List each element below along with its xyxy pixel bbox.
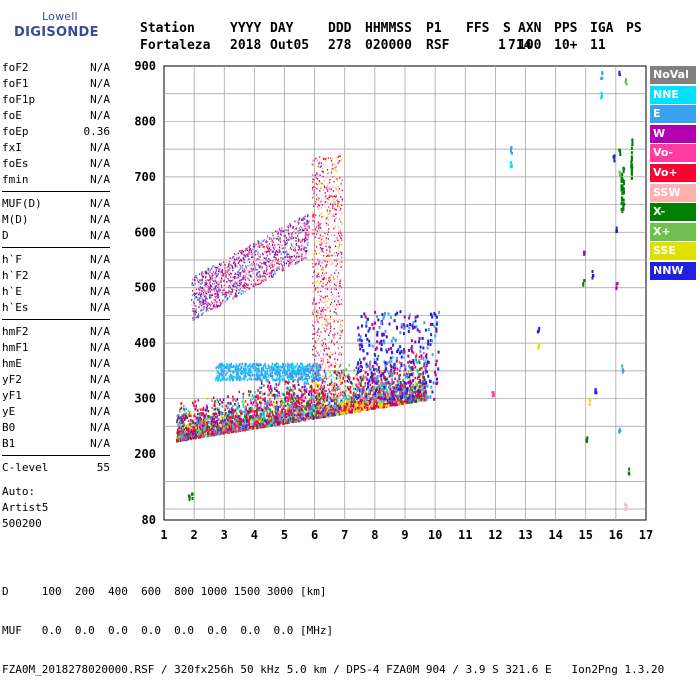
y-tick-label: 300 [134,392,156,406]
legend-item: Vo- [650,144,696,162]
x-tick-label: 7 [341,528,348,542]
x-tick-label: 9 [401,528,408,542]
x-tick-label: 16 [609,528,623,542]
muf-row: MUF 0.0 0.0 0.0 0.0 0.0 0.0 0.0 0.0 [MHz… [2,624,664,637]
legend-item: NNW [650,262,696,280]
y-tick-label: 200 [134,447,156,461]
y-tick-label: 600 [134,225,156,239]
y-tick-label: 500 [134,281,156,295]
y-tick-label: 900 [134,59,156,73]
x-tick-label: 8 [371,528,378,542]
legend-item: SSE [650,242,696,260]
y-tick-label: 800 [134,114,156,128]
x-tick-label: 10 [428,528,442,542]
x-tick-label: 13 [518,528,532,542]
footer-info: D 100 200 400 600 800 1000 1500 3000 [km… [2,559,664,689]
x-tick-label: 3 [221,528,228,542]
file-info-row: FZA0M_2018278020000.RSF / 320fx256h 50 k… [2,663,664,676]
x-tick-label: 11 [458,528,472,542]
y-tick-label: 400 [134,336,156,350]
legend-item: SSW [650,184,696,202]
legend-item: X+ [650,223,696,241]
x-tick-label: 14 [548,528,562,542]
legend-item: NNE [650,86,696,104]
y-tick-label: 700 [134,170,156,184]
x-tick-label: 5 [281,528,288,542]
x-tick-label: 4 [251,528,258,542]
y-tick-label: 80 [142,513,156,527]
legend-item: W [650,125,696,143]
legend-item: NoVal [650,66,696,84]
x-tick-label: 12 [488,528,502,542]
x-tick-label: 2 [191,528,198,542]
legend-item: Vo+ [650,164,696,182]
legend-item: E [650,105,696,123]
x-tick-label: 15 [579,528,593,542]
legend-item: X- [650,203,696,221]
x-tick-label: 6 [311,528,318,542]
x-tick-label: 17 [639,528,653,542]
x-tick-label: 1 [160,528,167,542]
distance-row: D 100 200 400 600 800 1000 1500 3000 [km… [2,585,664,598]
